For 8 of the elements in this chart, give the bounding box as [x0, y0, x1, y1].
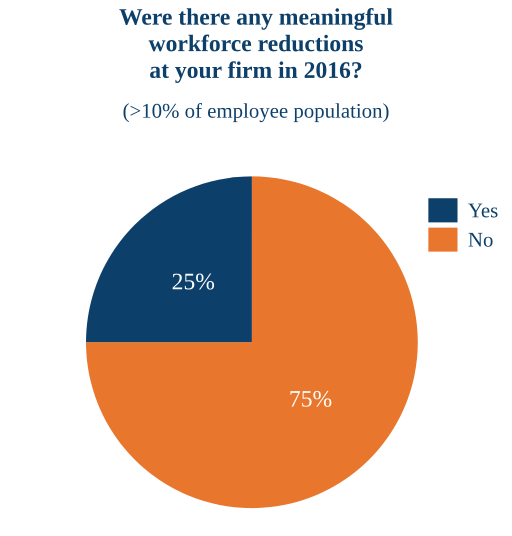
chart-subtitle: (>10% of employee population) [123, 102, 389, 122]
data-label: 75% [290, 390, 332, 407]
pie-slice [86, 176, 252, 342]
data-label: 25% [172, 274, 214, 290]
pie-slice [86, 176, 418, 508]
legend-label: No [468, 232, 493, 247]
legend-label: Yes [468, 204, 498, 218]
chart-title: Were there any meaningful workforce reductions at your firm in 2016? [119, 8, 393, 83]
